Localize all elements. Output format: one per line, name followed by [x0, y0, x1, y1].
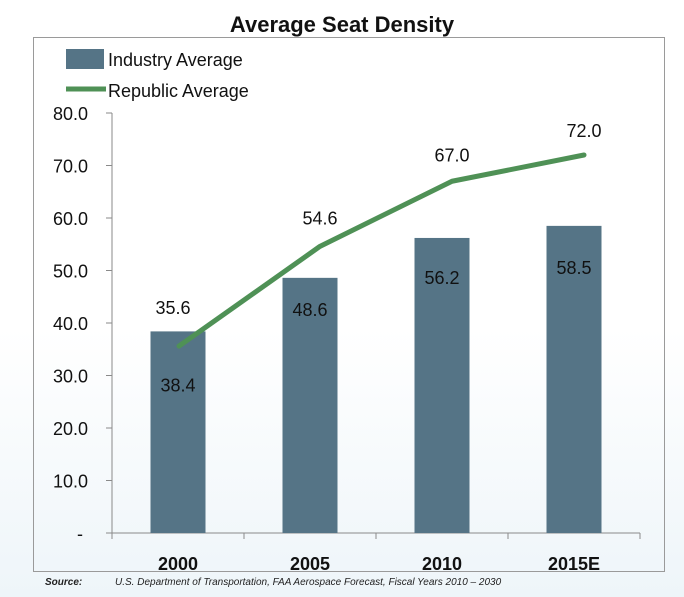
legend-label-line: Republic Average — [108, 81, 249, 101]
line-point — [583, 154, 585, 156]
line-data-label: 54.6 — [302, 208, 337, 228]
x-tick-label: 2015E — [548, 554, 600, 574]
chart-title: Average Seat Density — [229, 12, 455, 37]
y-tick-label: 20.0 — [53, 419, 88, 439]
y-tick-label: 50.0 — [53, 262, 88, 282]
y-tick-label: 10.0 — [53, 472, 88, 492]
line-data-label: 35.6 — [155, 298, 190, 318]
bar — [150, 331, 206, 533]
bar — [282, 277, 338, 533]
source-note: Source: U.S. Department of Transportatio… — [45, 577, 501, 588]
y-tick-label: 40.0 — [53, 314, 88, 334]
source-label: Source: — [45, 577, 83, 588]
series-line — [176, 152, 587, 349]
line-data-label: 67.0 — [434, 145, 469, 165]
legend-swatch-bar — [66, 49, 104, 69]
y-tick-label: 30.0 — [53, 367, 88, 387]
line-point — [451, 180, 453, 183]
bar-data-label: 56.2 — [424, 268, 459, 288]
line-point — [319, 245, 321, 248]
x-tick-label: 2000 — [158, 554, 198, 574]
y-tick-label: 60.0 — [53, 209, 88, 229]
bar-data-label: 48.6 — [292, 300, 327, 320]
bar — [546, 225, 602, 533]
y-tick-label: 70.0 — [53, 157, 88, 177]
line-point — [178, 345, 180, 348]
bar-data-label: 58.5 — [556, 258, 591, 278]
y-tick-label: 80.0 — [53, 104, 88, 124]
legend-label-bar: Industry Average — [108, 50, 243, 70]
line-data-label: 72.0 — [566, 121, 601, 141]
source-text: U.S. Department of Transportation, FAA A… — [115, 577, 502, 588]
x-tick-label: 2010 — [422, 554, 462, 574]
y-tick-label: - — [77, 524, 83, 544]
x-tick-label: 2005 — [290, 554, 330, 574]
bar-data-label: 38.4 — [160, 375, 195, 395]
chart-frame — [33, 37, 665, 572]
bar — [414, 237, 470, 533]
